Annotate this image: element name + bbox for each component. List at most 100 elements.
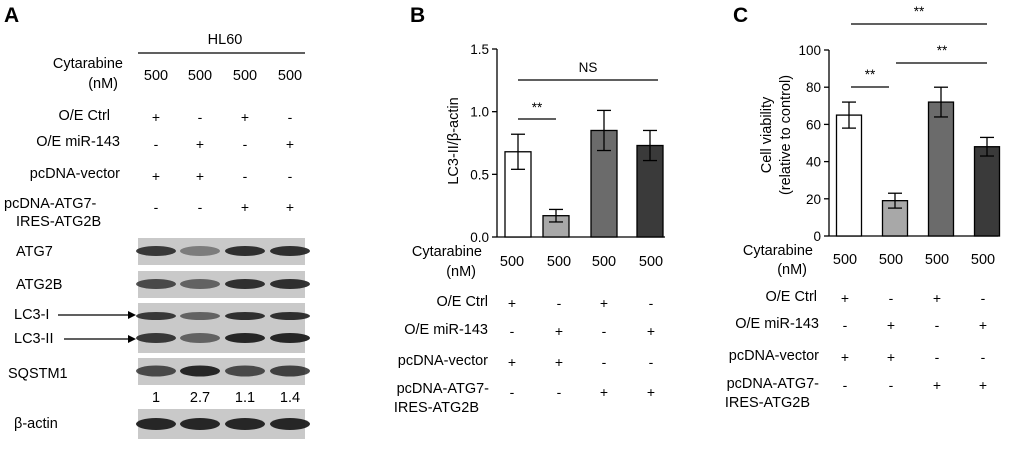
cell-line-label: HL60 (208, 32, 243, 48)
c-row-oe-mir-sign-4: + (979, 317, 987, 333)
b-row-vector-sign-1: + (508, 354, 516, 370)
a-row-oe-ctrl-sign-2: - (198, 109, 203, 125)
c-row-vector-sign-3: - (935, 349, 940, 365)
c-row-vector-label: pcDNA-vector (729, 348, 819, 364)
c-dose-4: 500 (971, 252, 995, 268)
quant-4: 1.4 (280, 390, 300, 406)
a-dose-3: 500 (233, 68, 257, 84)
c-y-axis-label-2: (relative to control) (778, 75, 794, 195)
western-blots (136, 238, 310, 439)
blot-label-atg7: ATG7 (16, 244, 53, 260)
band-0-lane-1 (136, 246, 176, 256)
b-row-atg-sign-1: - (510, 384, 515, 400)
c-row-vector-sign-1: + (841, 349, 849, 365)
b-dose-1: 500 (500, 254, 524, 270)
b-row-vector-sign-2: + (555, 354, 563, 370)
c-row-atg-sign-2: - (889, 377, 894, 393)
a-row-vector-sign-3: - (243, 168, 248, 184)
a-cytarabine-label: Cytarabine (53, 56, 123, 72)
band-0-lane-3 (225, 246, 265, 256)
b-row-vector-sign-3: - (602, 354, 607, 370)
c-y-tick-label-1: 20 (806, 192, 821, 207)
c-row-oe-mir-label: O/E miR-143 (735, 316, 819, 332)
c-row-atg-sign-4: + (979, 377, 987, 393)
a-dose-2: 500 (188, 68, 212, 84)
c-row-oe-mir-sign-1: - (843, 317, 848, 333)
a-dose-4: 500 (278, 68, 302, 84)
c-row-vector-sign-4: - (981, 349, 986, 365)
b-bars (504, 109, 664, 238)
band-3-lane-2 (180, 333, 220, 343)
panel-c: C Cell viability (relative to control) 0… (733, 4, 1001, 244)
band-5-lane-3 (225, 418, 265, 430)
band-2-lane-1 (136, 312, 176, 320)
b-cytarabine-label: Cytarabine (412, 244, 482, 260)
c-sig-label-1: ** (865, 67, 876, 82)
band-2-lane-2 (180, 312, 220, 320)
a-row-atg-label-2: IRES-ATG2B (16, 214, 101, 230)
band-5-lane-1 (136, 418, 176, 430)
blot-label-lc3-i: LC3-I (14, 307, 49, 323)
b-row-oe-mir-sign-2: + (555, 323, 563, 339)
c-row-vector-sign-2: + (887, 349, 895, 365)
c-row-oe-ctrl-sign-4: - (981, 290, 986, 306)
a-row-oe-mir-sign-1: - (154, 136, 159, 152)
c-row-oe-mir-sign-2: + (887, 317, 895, 333)
a-row-oe-ctrl-label: O/E Ctrl (58, 108, 110, 124)
c-cytarabine-label: Cytarabine (743, 243, 813, 259)
band-1-lane-1 (136, 279, 176, 289)
c-row-oe-ctrl-sign-1: + (841, 290, 849, 306)
a-row-oe-ctrl-sign-1: + (152, 109, 160, 125)
c-row-oe-ctrl-label: O/E Ctrl (765, 289, 817, 305)
a-row-oe-ctrl-sign-3: + (241, 109, 249, 125)
blot-label-sqstm1: SQSTM1 (8, 366, 68, 382)
a-dose-1: 500 (144, 68, 168, 84)
c-bars (835, 86, 1001, 237)
panel-b: B LC3-II/β-actin 0.0 0.5 1.0 1.5 ** NS (410, 4, 665, 245)
b-y-tick-label-2: 1.0 (470, 105, 489, 120)
a-row-vector-sign-1: + (152, 168, 160, 184)
b-row-atg-label-1: pcDNA-ATG7- (397, 381, 490, 397)
blot-label-lc3-ii: LC3-II (14, 331, 54, 347)
b-row-oe-ctrl-sign-1: + (508, 295, 516, 311)
panel-b-letter: B (410, 4, 425, 27)
c-row-atg-sign-3: + (933, 377, 941, 393)
a-row-atg-sign-2: - (198, 199, 203, 215)
c-conditions: Cytarabine (nM) 500 500 500 500 O/E Ctrl… (725, 243, 995, 411)
c-bar-0 (835, 114, 863, 237)
band-1-lane-3 (225, 279, 265, 289)
band-4-lane-4 (270, 365, 310, 377)
lc3-i-arrow-icon (128, 311, 136, 319)
c-row-atg-label-2: IRES-ATG2B (725, 395, 810, 411)
band-2-lane-3 (225, 312, 265, 320)
a-row-oe-mir-label: O/E miR-143 (36, 134, 120, 150)
a-row-atg-label-1: pcDNA-ATG7- (4, 196, 97, 212)
band-0-lane-4 (270, 246, 310, 256)
c-bar-3 (973, 146, 1001, 237)
a-row-atg-sign-4: + (286, 199, 294, 215)
c-row-atg-sign-1: - (843, 377, 848, 393)
b-row-atg-label-2: IRES-ATG2B (394, 400, 479, 416)
b-row-oe-mir-sign-4: + (647, 323, 655, 339)
a-row-oe-mir-sign-3: - (243, 136, 248, 152)
b-row-vector-label: pcDNA-vector (398, 353, 488, 369)
blot-lc3 (138, 303, 305, 353)
c-row-oe-ctrl-sign-3: + (933, 290, 941, 306)
band-4-lane-1 (136, 365, 176, 377)
blot-label-atg2b: ATG2B (16, 277, 62, 293)
band-3-lane-3 (225, 333, 265, 343)
lc3-ii-arrow-icon (128, 335, 136, 343)
a-row-oe-mir-sign-4: + (286, 136, 294, 152)
b-y-tick-label-0: 0.0 (470, 230, 489, 245)
panel-c-letter: C (733, 4, 748, 27)
c-y-tick-label-0: 0 (813, 229, 821, 244)
a-row-oe-ctrl-sign-4: - (288, 109, 293, 125)
c-dose-3: 500 (925, 252, 949, 268)
c-cytarabine-unit: (nM) (777, 262, 807, 278)
band-2-lane-4 (270, 312, 310, 320)
c-bar-2 (927, 101, 955, 237)
band-3-lane-1 (136, 333, 176, 343)
b-row-oe-mir-sign-3: - (602, 323, 607, 339)
quant-2: 2.7 (190, 390, 210, 406)
